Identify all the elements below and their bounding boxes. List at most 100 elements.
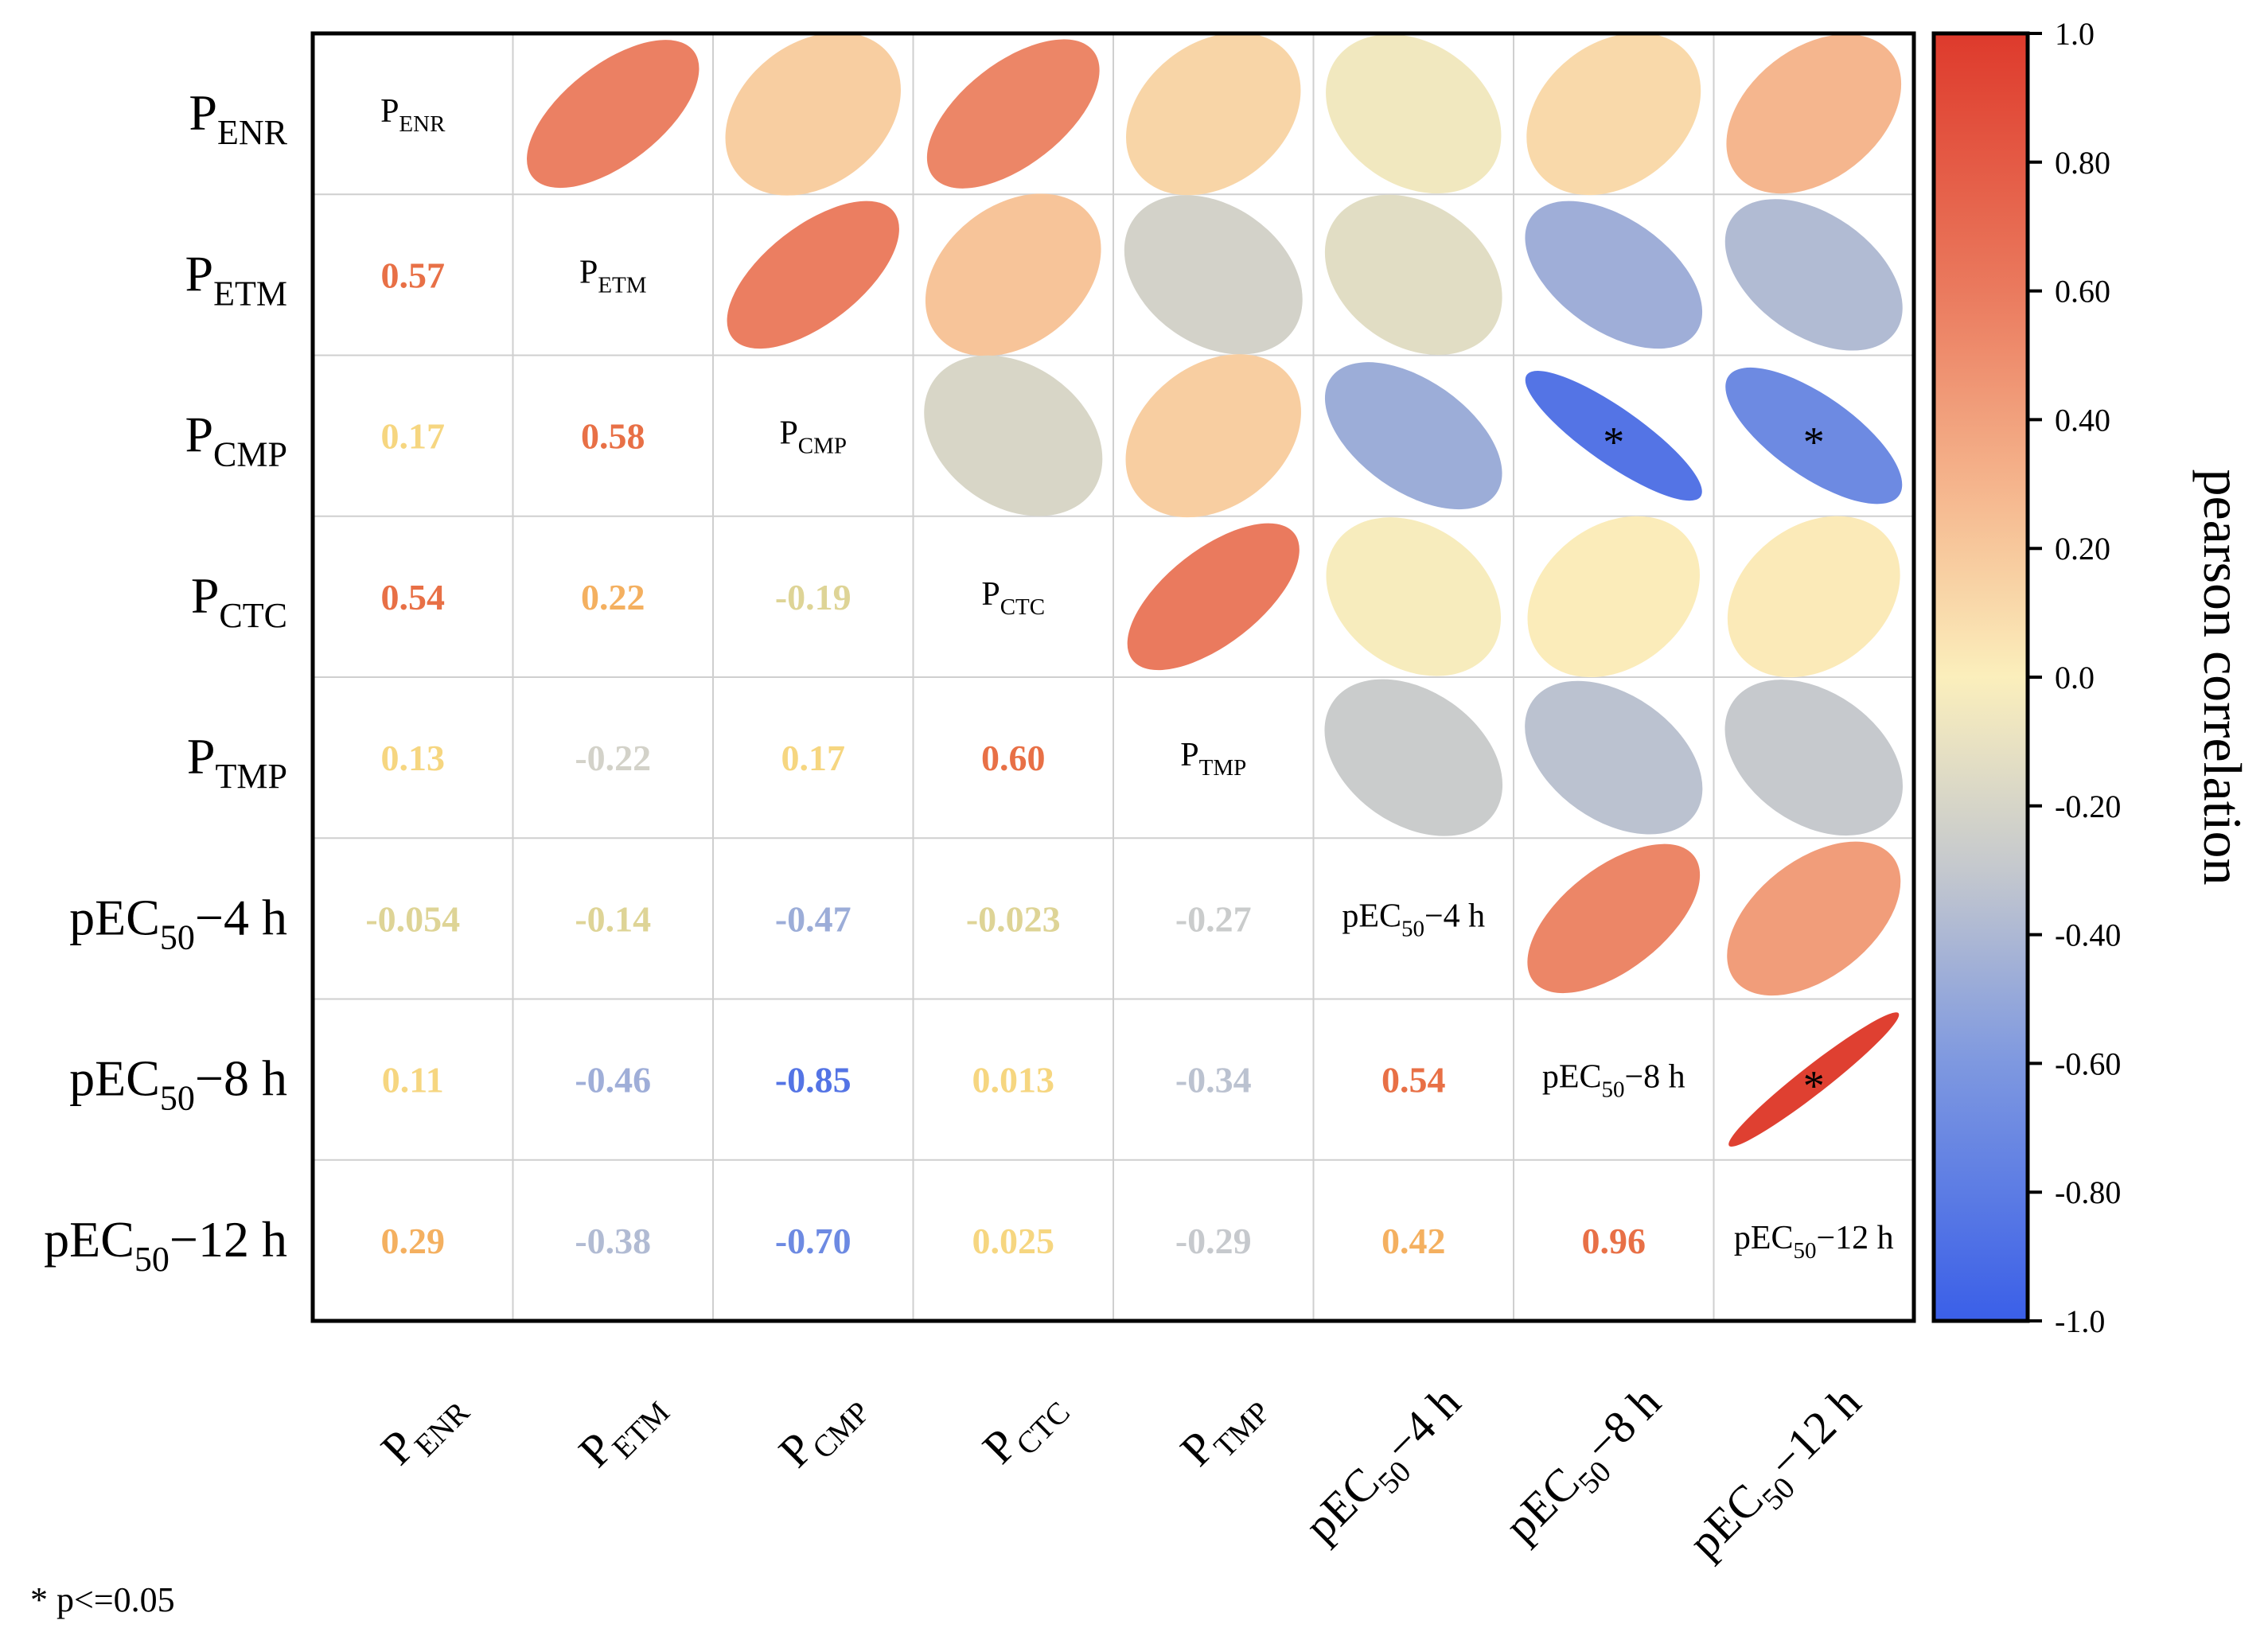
col-label-4: PTMP — [1170, 1376, 1276, 1482]
significance-footnote: * p<=0.05 — [30, 1580, 175, 1619]
corr-ellipse-0-7 — [1726, 34, 1902, 194]
significance-star-2-6: * — [1603, 419, 1624, 466]
corr-ellipse-1-4 — [1124, 195, 1303, 355]
diag-label-4: PTMP — [1180, 737, 1246, 781]
row-label-2: PCMP — [185, 407, 287, 474]
corr-ellipse-0-4 — [1126, 32, 1301, 196]
corr-value-6-3: 0.013 — [972, 1060, 1055, 1100]
colorbar — [1931, 31, 2030, 1323]
corr-value-7-6: 0.96 — [1582, 1221, 1646, 1261]
corr-ellipse-1-2 — [727, 201, 899, 349]
corr-value-1-0: 0.57 — [381, 255, 446, 295]
corr-ellipse-0-1 — [527, 40, 699, 189]
corr-ellipse-3-6 — [1527, 516, 1700, 678]
col-label-0: PENR — [371, 1376, 476, 1481]
corr-ellipse-0-3 — [926, 39, 1100, 189]
corr-ellipse-0-6 — [1526, 33, 1701, 196]
col-label-2: PCMP — [769, 1376, 877, 1484]
colorbar-tick-label: 0.60 — [2055, 274, 2110, 310]
colorbar-title: pearson correlation — [2192, 469, 2253, 886]
corr-value-4-3: 0.60 — [981, 738, 1046, 778]
corr-value-4-1: -0.22 — [575, 738, 651, 778]
corr-value-3-1: 0.22 — [581, 577, 645, 617]
col-label-1: PETM — [568, 1376, 676, 1483]
corr-value-5-1: -0.14 — [575, 898, 651, 939]
corr-ellipse-1-7 — [1724, 199, 1903, 351]
corr-ellipse-1-3 — [925, 193, 1101, 356]
corr-value-7-0: 0.29 — [381, 1221, 446, 1261]
diag-label-7: pEC50−12 h — [1734, 1220, 1894, 1264]
colorbar-tick-label: -0.20 — [2055, 789, 2121, 824]
corr-ellipse-2-7 — [1725, 367, 1903, 504]
col-label-5: pEC50−4 h — [1295, 1376, 1477, 1558]
corr-value-7-5: 0.42 — [1381, 1221, 1446, 1261]
corr-value-7-4: -0.29 — [1175, 1221, 1252, 1261]
corr-ellipse-0-2 — [725, 32, 901, 196]
colorbar-tick-label: 0.80 — [2055, 145, 2110, 181]
plot-frame — [310, 31, 1916, 1323]
corr-ellipse-5-6 — [1527, 843, 1701, 994]
corr-value-2-1: 0.58 — [581, 416, 645, 457]
corr-value-6-0: 0.11 — [382, 1060, 444, 1100]
diag-label-1: PETM — [579, 254, 647, 298]
corr-ellipse-2-6 — [1525, 371, 1702, 501]
corr-value-7-3: 0.025 — [972, 1221, 1055, 1261]
colorbar-tick-label: 0.20 — [2055, 531, 2110, 567]
corr-value-6-1: -0.46 — [575, 1060, 651, 1100]
row-label-3: PCTC — [191, 567, 287, 635]
colorbar-tick-label: -0.60 — [2055, 1046, 2121, 1081]
corr-value-5-3: -0.023 — [966, 898, 1061, 939]
colorbar-tick-label: -1.0 — [2055, 1303, 2105, 1339]
corr-value-5-0: -0.054 — [365, 898, 460, 939]
corr-ellipse-1-5 — [1324, 194, 1502, 355]
corr-value-4-0: 0.13 — [381, 738, 446, 778]
col-label-3: PCTC — [972, 1376, 1077, 1480]
corr-ellipse-1-6 — [1525, 201, 1703, 349]
col-label-7: pEC50−12 h — [1678, 1376, 1877, 1575]
corr-value-6-5: 0.54 — [1381, 1060, 1446, 1100]
corr-ellipse-3-5 — [1326, 517, 1502, 676]
corr-ellipse-3-7 — [1727, 516, 1900, 678]
corr-ellipse-2-4 — [1125, 354, 1301, 518]
colorbar-tick-label: 0.0 — [2055, 660, 2095, 695]
corr-ellipse-6-7 — [1728, 1012, 1900, 1147]
corr-ellipse-0-5 — [1326, 34, 1502, 194]
colorbar-tick-label: -0.40 — [2055, 917, 2121, 953]
corr-value-4-2: 0.17 — [781, 738, 846, 778]
corr-value-5-2: -0.47 — [775, 898, 851, 939]
corr-value-7-1: -0.38 — [575, 1221, 651, 1261]
corr-value-3-2: -0.19 — [775, 577, 851, 617]
corr-ellipse-2-5 — [1324, 362, 1502, 510]
corr-ellipse-4-6 — [1525, 680, 1703, 835]
diag-label-2: PCMP — [779, 415, 847, 459]
corr-ellipse-5-7 — [1727, 841, 1901, 996]
corr-ellipse-4-7 — [1724, 680, 1903, 836]
significance-star-6-7: * — [1803, 1062, 1825, 1110]
colorbar-tick-label: 0.40 — [2055, 402, 2110, 438]
corr-ellipse-2-3 — [924, 355, 1103, 516]
colorbar-tick-label: -0.80 — [2055, 1174, 2121, 1210]
significance-star-2-7: * — [1803, 419, 1825, 466]
corr-value-5-4: -0.27 — [1175, 898, 1252, 939]
col-label-6: pEC50−8 h — [1494, 1376, 1677, 1558]
row-label-6: pEC50−8 h — [69, 1050, 287, 1118]
diag-label-5: pEC50−4 h — [1342, 898, 1485, 941]
row-label-7: pEC50−12 h — [44, 1211, 287, 1279]
row-label-4: PTMP — [187, 728, 287, 796]
corr-ellipse-4-5 — [1324, 679, 1503, 836]
corr-value-6-4: -0.34 — [1175, 1060, 1252, 1100]
corr-value-6-2: -0.85 — [775, 1060, 851, 1100]
diag-label-0: PENR — [380, 93, 446, 137]
corr-value-2-0: 0.17 — [381, 416, 446, 457]
colorbar-tick-label: 1.0 — [2055, 16, 2095, 52]
diag-label-6: pEC50−8 h — [1542, 1059, 1685, 1103]
row-label-5: pEC50−4 h — [69, 889, 287, 956]
corr-value-7-2: -0.70 — [775, 1221, 851, 1261]
corr-value-3-0: 0.54 — [381, 577, 446, 617]
diag-label-3: PCTC — [981, 576, 1045, 620]
corr-ellipse-3-4 — [1127, 523, 1300, 671]
row-label-0: PENR — [189, 84, 287, 152]
row-label-1: PETM — [185, 245, 287, 313]
